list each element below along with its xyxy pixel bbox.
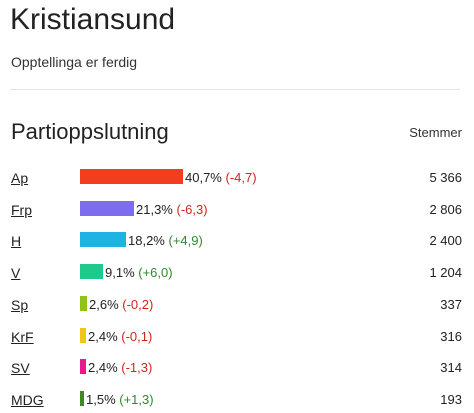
party-row-h: H 18,2% (+4,9) 2 400 <box>0 228 474 254</box>
bar-label-krf: 2,4% (-0,1) <box>88 328 152 345</box>
party-link-sp[interactable]: Sp <box>11 296 29 313</box>
percent-label: 2,4% <box>88 328 118 344</box>
party-link-mdg[interactable]: MDG <box>11 391 44 408</box>
section-title: Partioppslutning <box>11 119 169 144</box>
change-label: (-6,3) <box>176 201 208 217</box>
change-label: (-0,2) <box>122 296 154 312</box>
party-row-sv: SV 2,4% (-1,3) 314 <box>0 355 474 381</box>
votes-column-header: Stemmer <box>409 125 462 140</box>
party-link-v[interactable]: V <box>11 265 21 282</box>
bar-label-v: 9,1% (+6,0) <box>105 264 173 281</box>
party-row-sp: Sp 2,6% (-0,2) 337 <box>0 292 474 318</box>
bar-label-ap: 40,7% (-4,7) <box>185 169 257 186</box>
party-link-sv[interactable]: SV <box>11 360 30 377</box>
change-label: (-0,1) <box>121 328 153 344</box>
bar-v <box>80 264 103 280</box>
party-link-krf[interactable]: KrF <box>11 328 34 345</box>
bar-frp <box>80 200 134 216</box>
vote-count: 337 <box>440 296 462 312</box>
party-row-frp: Frp 21,3% (-6,3) 2 806 <box>0 197 474 223</box>
bar-label-sv: 2,4% (-1,3) <box>88 359 152 376</box>
divider <box>10 89 460 90</box>
party-link-h[interactable]: H <box>11 233 22 250</box>
percent-label: 9,1% <box>105 265 135 281</box>
change-label: (+1,3) <box>119 391 154 407</box>
vote-count: 2 400 <box>429 233 462 249</box>
change-label: (+4,9) <box>168 233 203 249</box>
bar-sv <box>80 359 86 375</box>
change-label: (-1,3) <box>121 360 153 376</box>
party-row-mdg: MDG 1,5% (+1,3) 193 <box>0 387 474 413</box>
vote-count: 314 <box>440 360 462 376</box>
percent-label: 2,6% <box>89 296 119 312</box>
bar-ap <box>80 169 183 184</box>
percent-label: 1,5% <box>86 391 116 407</box>
party-link-ap[interactable]: Ap <box>11 170 29 186</box>
bar-mdg <box>80 390 84 406</box>
party-row-v: V 9,1% (+6,0) 1 204 <box>0 260 474 286</box>
vote-count: 316 <box>440 328 462 344</box>
change-label: (+6,0) <box>138 265 173 281</box>
page-title: Kristiansund <box>10 3 176 36</box>
bar-label-h: 18,2% (+4,9) <box>128 232 203 249</box>
party-row-ap: Ap 40,7% (-4,7) 5 366 <box>0 165 474 191</box>
vote-count: 2 806 <box>429 201 462 217</box>
bar-h <box>80 232 126 248</box>
bar-sp <box>80 295 87 311</box>
bar-label-sp: 2,6% (-0,2) <box>89 296 153 313</box>
vote-count: 193 <box>440 391 462 407</box>
percent-label: 18,2% <box>128 233 165 249</box>
change-label: (-4,7) <box>225 170 257 185</box>
bar-krf <box>80 327 86 343</box>
percent-label: 21,3% <box>136 201 173 217</box>
party-link-frp[interactable]: Frp <box>11 201 32 218</box>
count-status: Opptellinga er ferdig <box>11 54 138 70</box>
percent-label: 40,7% <box>185 170 222 185</box>
party-row-krf: KrF 2,4% (-0,1) 316 <box>0 324 474 350</box>
percent-label: 2,4% <box>88 360 118 376</box>
bar-label-mdg: 1,5% (+1,3) <box>86 391 154 408</box>
bar-label-frp: 21,3% (-6,3) <box>136 201 208 218</box>
vote-count: 1 204 <box>429 265 462 281</box>
vote-count: 5 366 <box>429 170 462 185</box>
